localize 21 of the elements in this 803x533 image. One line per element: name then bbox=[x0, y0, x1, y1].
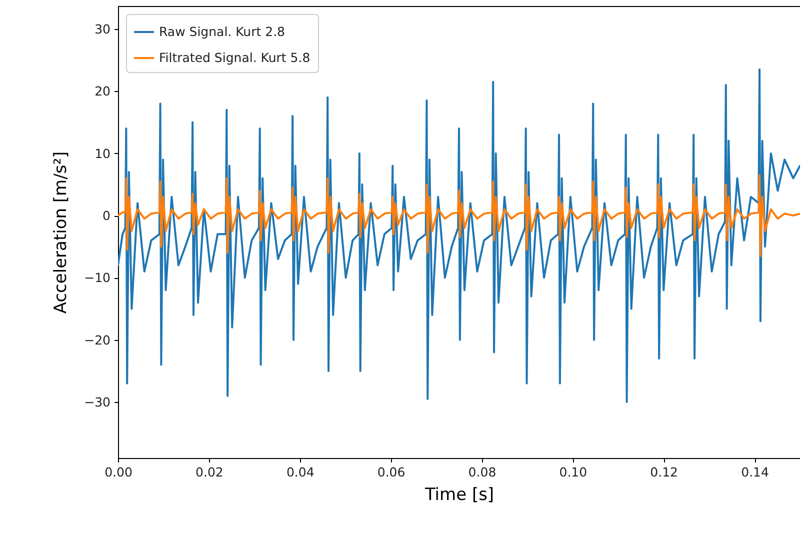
x-axis-title: Time [s] bbox=[424, 485, 494, 505]
line-series bbox=[118, 174, 800, 257]
y-tick-label: 0 bbox=[102, 208, 111, 224]
y-tick-label: −30 bbox=[84, 394, 111, 410]
x-tick-label: 0.14 bbox=[741, 464, 769, 480]
y-tick-label: 10 bbox=[94, 146, 111, 161]
x-tick-label: 0.02 bbox=[196, 464, 224, 480]
legend-label: Raw Signal. Kurt 2.8 bbox=[159, 24, 286, 39]
x-tick-label: 0.06 bbox=[377, 464, 406, 480]
x-tick-label: 0.00 bbox=[104, 464, 132, 480]
y-axis-title: Acceleration [m/s²] bbox=[51, 151, 72, 314]
x-tick-label: 0.04 bbox=[286, 464, 314, 480]
x-tick-label: 0.08 bbox=[468, 464, 496, 480]
y-tick-label: 20 bbox=[94, 84, 111, 99]
legend-label: Filtrated Signal. Kurt 5.8 bbox=[159, 50, 310, 65]
x-tick-label: 0.12 bbox=[650, 464, 678, 480]
y-tick-label: −10 bbox=[84, 270, 111, 286]
line-series bbox=[118, 68, 800, 404]
y-tick-label: 30 bbox=[94, 22, 111, 37]
x-tick-label: 0.10 bbox=[559, 464, 588, 480]
y-tick-label: −20 bbox=[84, 332, 111, 348]
